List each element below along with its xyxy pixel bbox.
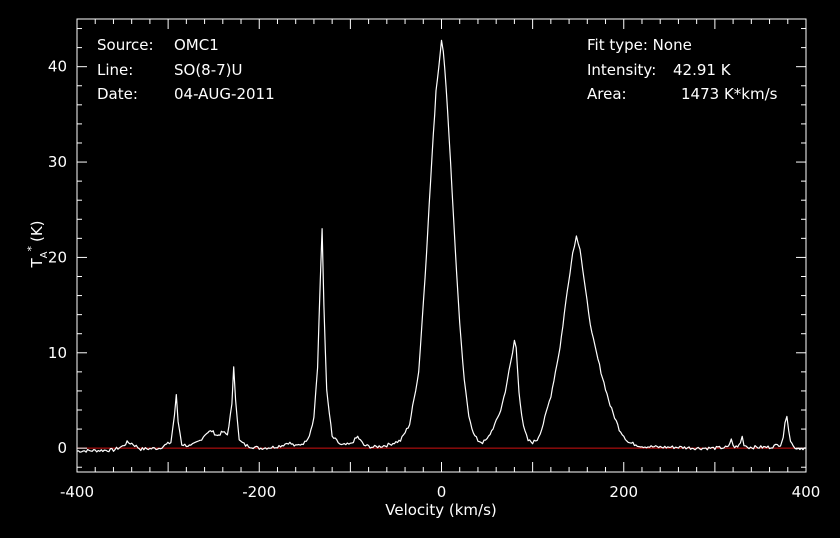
source-label: Source: bbox=[97, 36, 154, 54]
x-tick-label: 0 bbox=[437, 483, 447, 501]
x-tick-label: -200 bbox=[242, 483, 276, 501]
area-value: 1473 K*km/s bbox=[681, 85, 778, 103]
x-tick-label: 200 bbox=[609, 483, 638, 501]
area-label: Area: bbox=[587, 85, 627, 103]
line-value: SO(8-7)U bbox=[174, 61, 243, 79]
y-tick-label: 10 bbox=[48, 344, 67, 362]
date-label: Date: bbox=[97, 85, 138, 103]
y-axis-label-sup: * bbox=[25, 246, 38, 252]
source-value: OMC1 bbox=[174, 36, 219, 54]
line-label: Line: bbox=[97, 61, 133, 79]
spectrum-trace bbox=[76, 39, 807, 453]
y-axis-label-main: T bbox=[28, 258, 46, 269]
y-tick-label: 40 bbox=[48, 58, 67, 76]
x-tick-label: -400 bbox=[60, 483, 94, 501]
x-tick-label: 400 bbox=[792, 483, 821, 501]
y-ticks: 0 10 20 30 40 bbox=[48, 28, 806, 468]
y-tick-label: 30 bbox=[48, 153, 67, 171]
y-tick-label: 20 bbox=[48, 248, 67, 266]
x-ticks: -400 -200 0 200 400 bbox=[60, 19, 820, 501]
y-axis-label-unit: (K) bbox=[28, 220, 46, 242]
x-axis-label: Velocity (km/s) bbox=[385, 501, 496, 519]
y-axis-label: TA* (K) bbox=[25, 220, 50, 268]
intensity-label: Intensity: bbox=[587, 61, 656, 79]
date-value: 04-AUG-2011 bbox=[174, 85, 275, 103]
y-axis-label-sub: A bbox=[39, 251, 50, 258]
intensity-value: 42.91 K bbox=[673, 61, 732, 79]
fit-type-text: Fit type: None bbox=[587, 36, 692, 54]
y-tick-label: 0 bbox=[57, 439, 67, 457]
